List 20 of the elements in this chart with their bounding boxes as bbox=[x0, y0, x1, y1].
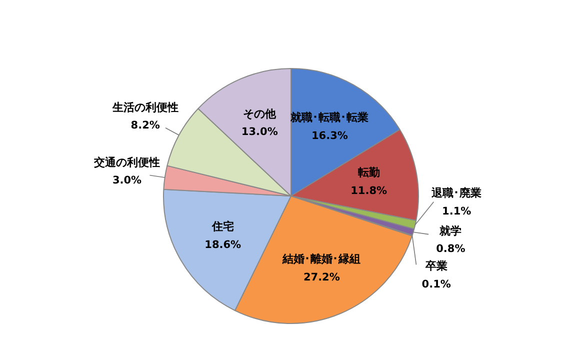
data-label: 0.8% bbox=[436, 243, 466, 256]
slice-label: 生活の利便性 bbox=[111, 100, 178, 114]
slice-label: 退職･廃業 bbox=[430, 186, 482, 200]
slice-label: その他 bbox=[243, 107, 278, 120]
data-label: 27.2% bbox=[303, 272, 340, 284]
slice-label: 交通の利便性 bbox=[93, 156, 160, 169]
slice-label: 住宅 bbox=[210, 220, 234, 233]
data-label: 11.8% bbox=[350, 184, 388, 197]
data-label: 0.1% bbox=[422, 278, 452, 290]
slice-label: 就学 bbox=[438, 224, 462, 238]
data-label: 16.3% bbox=[311, 130, 348, 142]
data-label: 1.1% bbox=[442, 206, 472, 218]
data-label: 18.6% bbox=[204, 238, 242, 251]
slice-label: 結婚･離婚･縁組 bbox=[282, 252, 361, 266]
data-label: 8.2% bbox=[130, 120, 160, 132]
slice-label: 転勤 bbox=[356, 166, 380, 179]
data-label: 3.0% bbox=[112, 174, 142, 187]
slice-label: 就職･転職･転業 bbox=[290, 110, 369, 124]
slice-label: 卒業 bbox=[424, 260, 448, 273]
data-label: 13.0% bbox=[241, 126, 278, 138]
